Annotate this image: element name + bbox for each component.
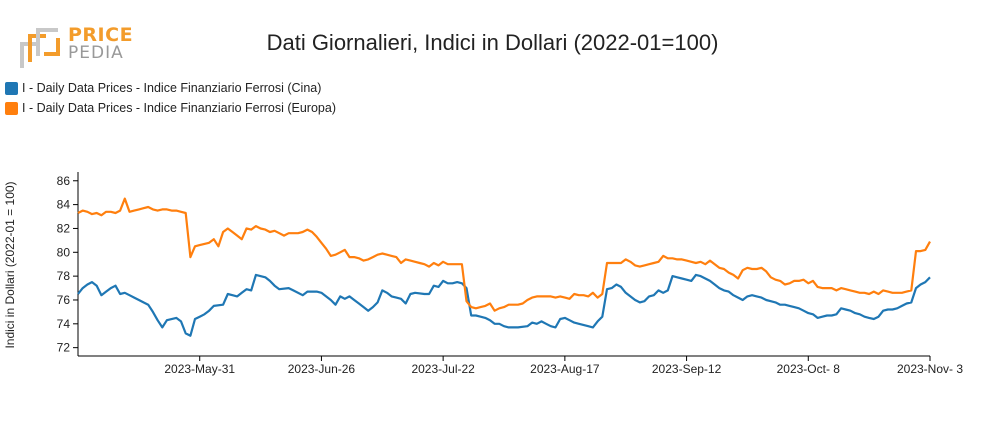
x-tick-label: 2023-Jul-22: [411, 362, 475, 376]
legend-item-cina[interactable]: I - Daily Data Prices - Indice Finanziar…: [5, 81, 321, 95]
x-tick-label: 2023-Nov- 3: [897, 362, 963, 376]
legend-swatch-europa: [5, 101, 18, 115]
x-tick-label: 2023-May-31: [164, 362, 235, 376]
series-line-europa: [77, 197, 931, 312]
logo-text-price: PRICE: [68, 24, 134, 46]
x-tick-label: 2023-Oct- 8: [777, 362, 841, 376]
axes: 72 74 76 78 80 82 84 86 2023-May-31 2023-Jun-26 20…: [57, 172, 963, 376]
y-tick-label: 84: [57, 198, 71, 212]
logo-text-pedia: PEDIA: [68, 43, 124, 63]
x-tick-label: 2023-Aug-17: [530, 362, 600, 376]
y-tick-label: 82: [57, 221, 71, 235]
y-tick-label: 86: [57, 174, 71, 188]
pricepedia-logo: [20, 28, 60, 68]
y-tick-label: 76: [57, 293, 71, 307]
legend-item-europa[interactable]: I - Daily Data Prices - Indice Finanziar…: [5, 101, 336, 115]
y-axis-label: Indici in Dollari (2022-01 = 100): [3, 181, 17, 348]
legend-swatch-cina: [5, 81, 18, 95]
x-tick-label: 2023-Jun-26: [288, 362, 356, 376]
y-tick-label: 80: [57, 245, 71, 259]
y-tick-label: 78: [57, 269, 71, 283]
series-line-cina: [77, 273, 931, 337]
y-tick-label: 74: [57, 317, 71, 331]
x-tick-label: 2023-Sep-12: [652, 362, 722, 376]
legend-label-cina: I - Daily Data Prices - Indice Finanziar…: [22, 81, 322, 95]
y-tick-label: 72: [57, 341, 71, 355]
chart-title: Dati Giornalieri, Indici in Dollari (202…: [266, 30, 719, 55]
legend-label-europa: I - Daily Data Prices - Indice Finanziar…: [22, 101, 336, 115]
logo-mark-icon: [20, 28, 60, 68]
plot-area: [77, 197, 931, 337]
